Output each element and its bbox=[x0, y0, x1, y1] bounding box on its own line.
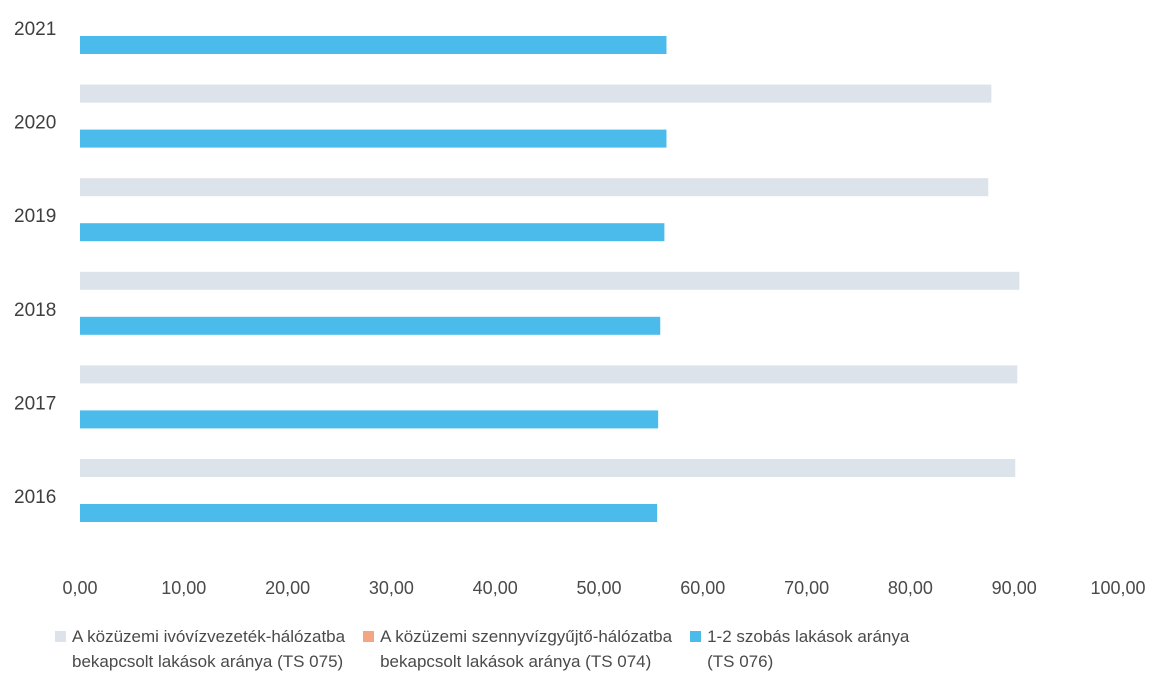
y-tick-label: 2021 bbox=[14, 19, 56, 40]
legend: A közüzemi ivóvízvezeték-hálózatba bekap… bbox=[55, 624, 1150, 679]
legend-swatch-small-flats bbox=[690, 631, 702, 642]
legend-item-small-flats: 1-2 szobás lakások aránya (TS 076) bbox=[690, 624, 909, 679]
bar-water-network bbox=[80, 459, 1016, 477]
legend-label-water-network: A közüzemi ivóvízvezeték-hálózatba bekap… bbox=[72, 627, 346, 671]
x-tick-label: 30,00 bbox=[369, 578, 414, 598]
bar-small-flats bbox=[80, 504, 658, 522]
y-tick-label: 2016 bbox=[14, 487, 56, 508]
bar-small-flats bbox=[80, 129, 667, 148]
x-tick-label: 90,00 bbox=[992, 578, 1037, 598]
bar-small-flats bbox=[80, 316, 661, 335]
y-tick-label: 2019 bbox=[14, 206, 56, 227]
bar-small-flats bbox=[80, 36, 667, 54]
x-tick-label: 60,00 bbox=[680, 578, 725, 598]
bar-water-network bbox=[80, 365, 1018, 384]
legend-item-sewer-network: A közüzemi szennyvízgyűjtő-hálózatba bek… bbox=[363, 624, 672, 679]
bar-water-network bbox=[80, 271, 1020, 290]
legend-item-water-network: A közüzemi ivóvízvezeték-hálózatba bekap… bbox=[55, 624, 345, 679]
x-tick-label: 10,00 bbox=[161, 578, 206, 598]
bar-small-flats bbox=[80, 223, 665, 242]
x-tick-label: 70,00 bbox=[784, 578, 829, 598]
x-tick-label: 80,00 bbox=[888, 578, 933, 598]
bar-small-flats bbox=[80, 410, 659, 429]
legend-swatch-water-network bbox=[55, 631, 66, 642]
legend-label-small-flats: 1-2 szobás lakások aránya (TS 076) bbox=[707, 627, 910, 671]
x-tick-label: 0,00 bbox=[62, 578, 97, 598]
x-tick-label: 40,00 bbox=[473, 578, 518, 598]
bar-water-network bbox=[80, 84, 992, 103]
x-tick-label: 20,00 bbox=[265, 578, 310, 598]
legend-swatch-sewer-network bbox=[363, 631, 375, 642]
y-tick-label: 2018 bbox=[14, 300, 56, 321]
x-tick-label: 50,00 bbox=[576, 578, 621, 598]
x-tick-label: 100,00 bbox=[1090, 578, 1145, 598]
y-tick-label: 2020 bbox=[14, 113, 56, 134]
legend-label-sewer-network: A közüzemi szennyvízgyűjtő-hálózatba bek… bbox=[380, 627, 673, 671]
bar-water-network bbox=[80, 178, 989, 197]
y-tick-label: 2017 bbox=[14, 393, 56, 414]
